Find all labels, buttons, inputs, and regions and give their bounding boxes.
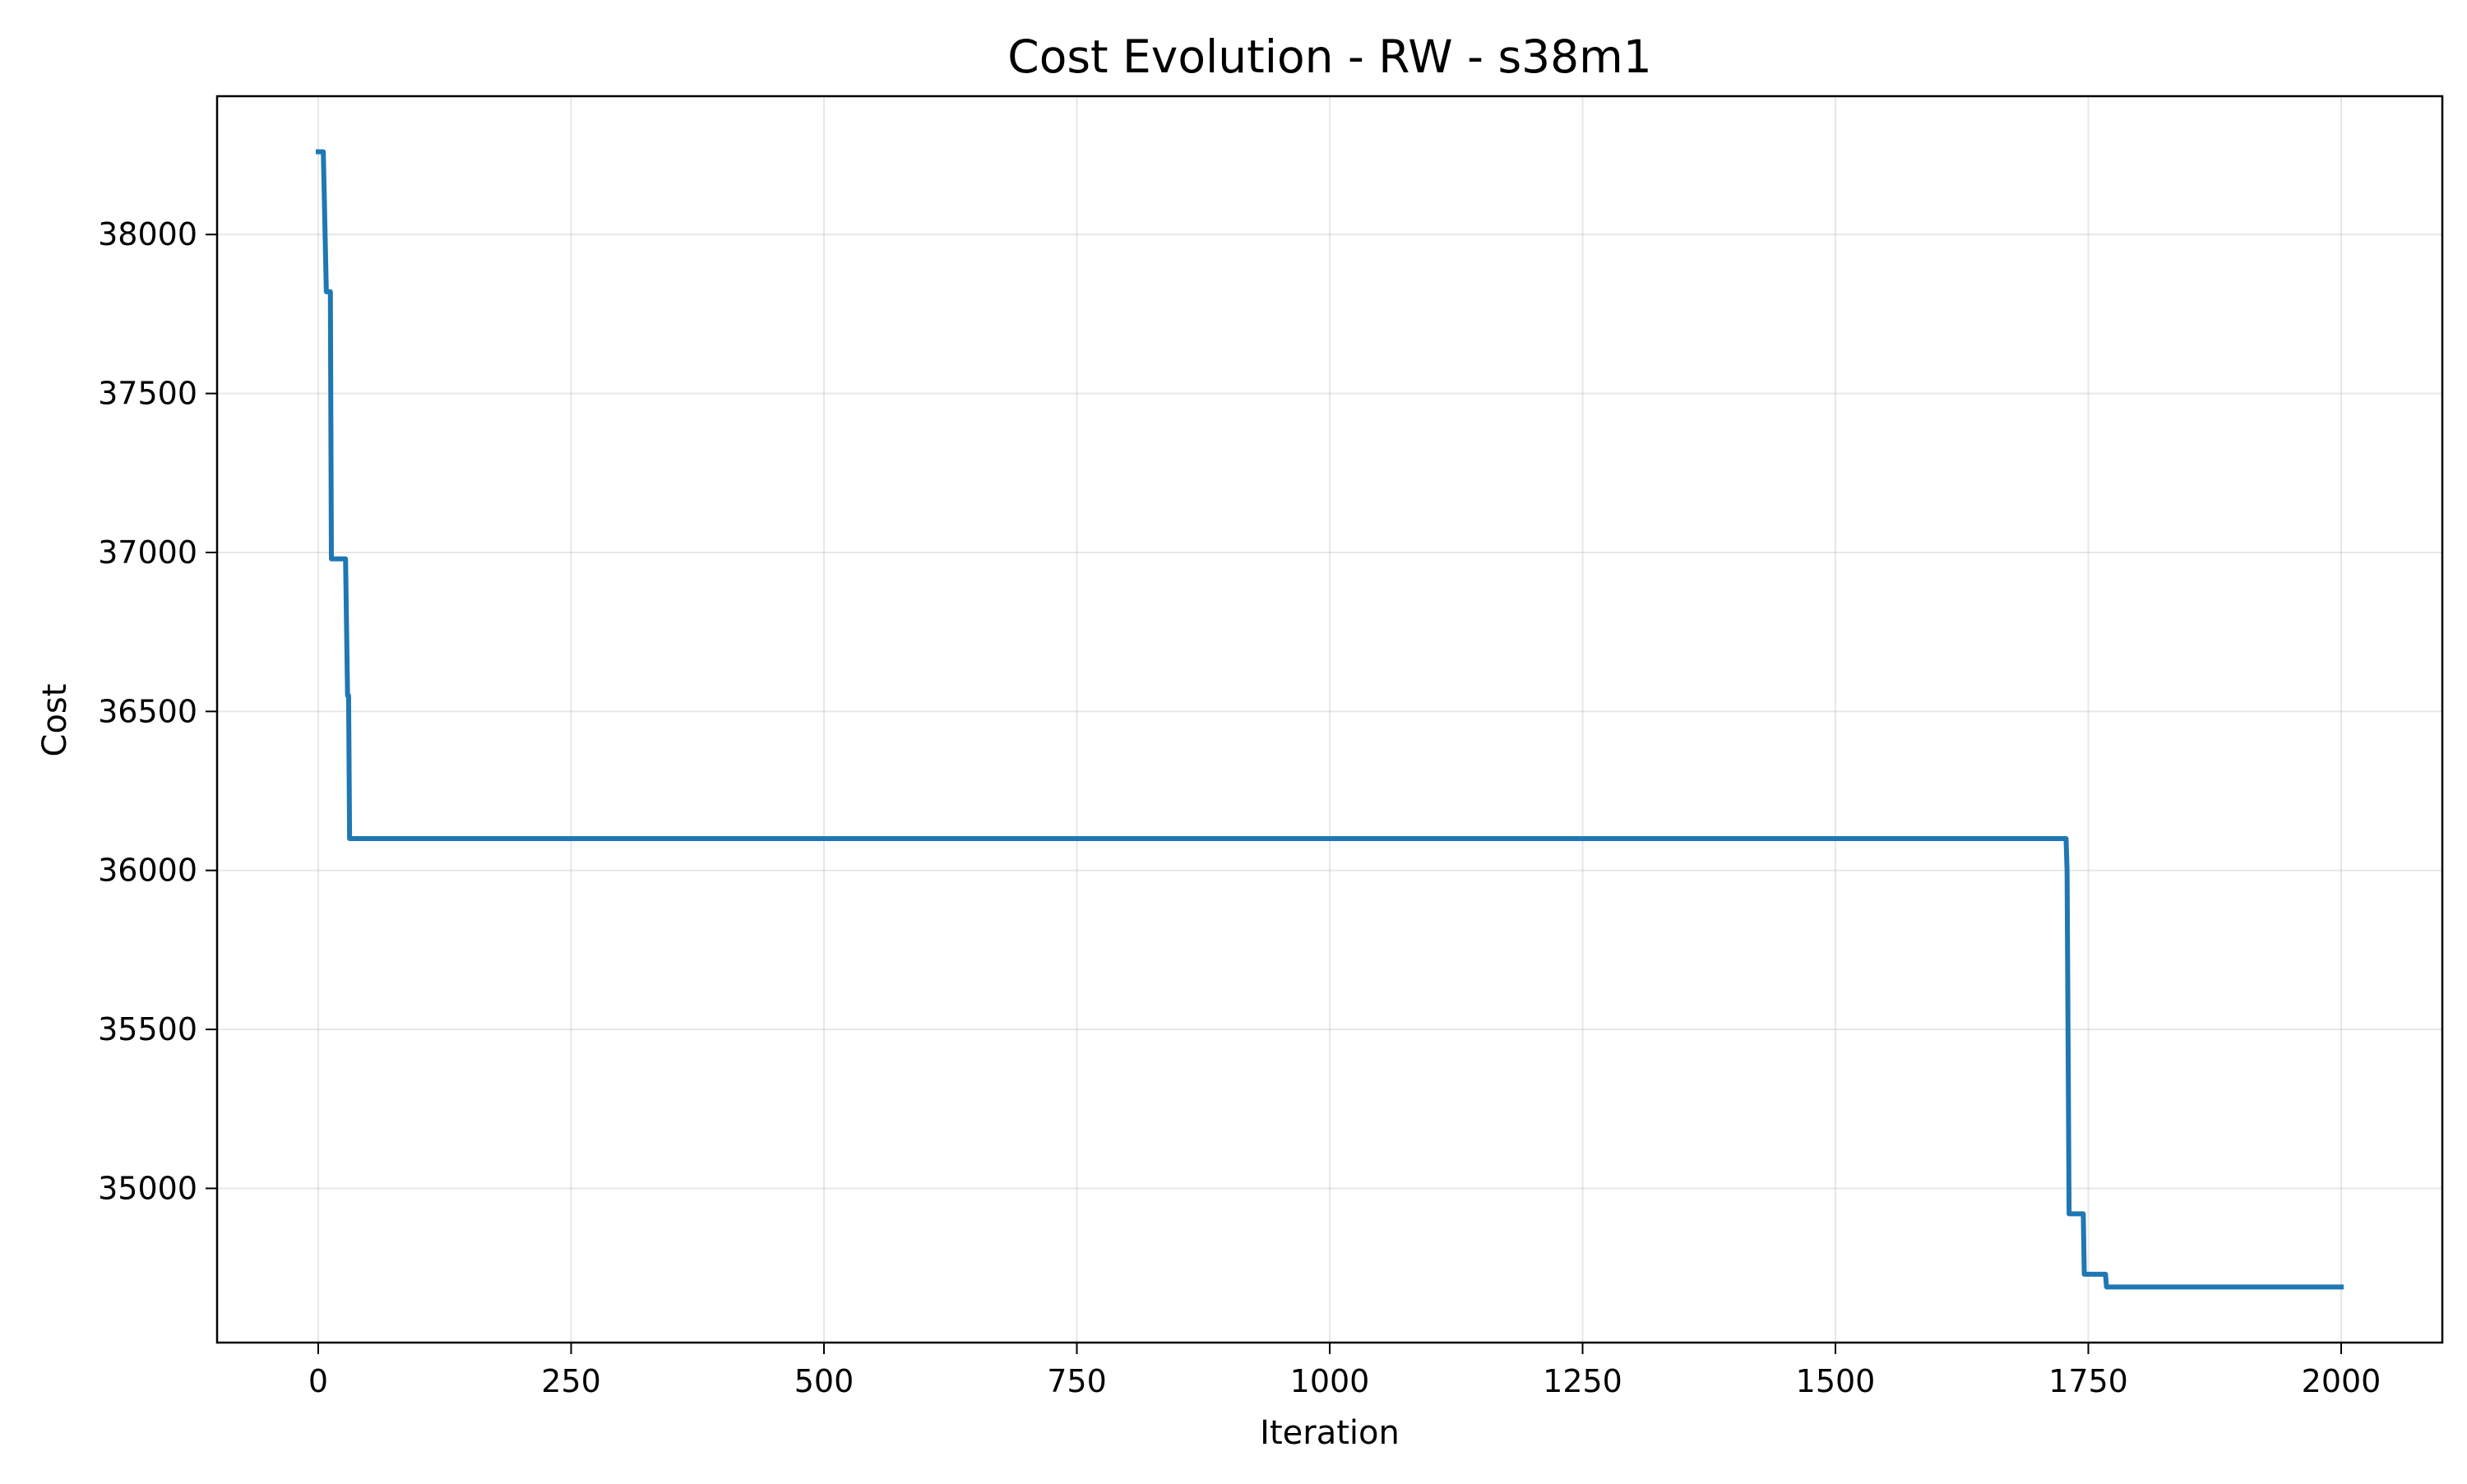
y-tick-label: 38000: [98, 216, 197, 252]
x-tick-label: 500: [794, 1363, 854, 1399]
y-tick-label: 37000: [98, 534, 197, 571]
x-axis-ticks: 0 250 500 750 1000 1250 1500 1750 2000: [308, 1343, 2381, 1399]
y-tick-label: 37500: [98, 376, 197, 412]
series-layer: [316, 149, 2344, 1290]
x-tick-label: 2000: [2302, 1363, 2381, 1399]
x-tick-label: 1750: [2048, 1363, 2128, 1399]
cost-series-line: [316, 149, 2344, 1290]
y-tick-label: 36000: [98, 853, 197, 889]
y-tick-label: 36500: [98, 693, 197, 729]
x-tick-label: 1500: [1796, 1363, 1876, 1399]
y-axis-label: Cost: [36, 684, 74, 757]
x-tick-label: 1000: [1290, 1363, 1370, 1399]
chart-title: Cost Evolution - RW - s38m1: [1007, 30, 1651, 83]
x-tick-label: 1250: [1543, 1363, 1622, 1399]
y-axis-ticks: 35000 35500 36000 36500 37000 37500 38000: [98, 216, 217, 1206]
grid-lines: [217, 96, 2442, 1343]
y-tick-label: 35500: [98, 1011, 197, 1047]
x-tick-label: 0: [308, 1363, 328, 1399]
x-axis-label: Iteration: [1260, 1414, 1400, 1452]
x-tick-label: 250: [541, 1363, 601, 1399]
y-tick-label: 35000: [98, 1170, 197, 1206]
x-tick-label: 750: [1047, 1363, 1107, 1399]
